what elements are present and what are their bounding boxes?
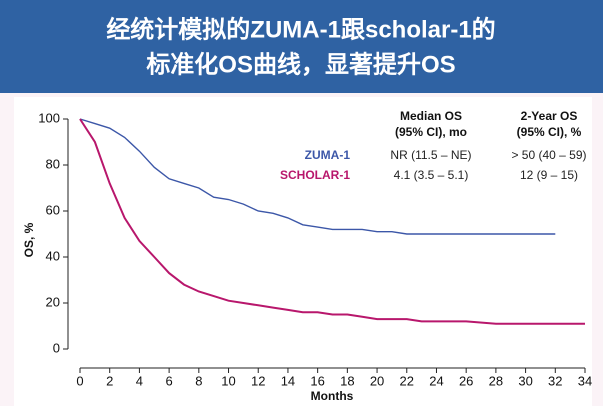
survival-curve <box>79 118 585 325</box>
table-header: (95% CI), % <box>517 125 582 139</box>
x-tick-label: 18 <box>340 373 354 388</box>
table-header: 2-Year OS <box>521 109 578 123</box>
legend-label: SCHOLAR-1 <box>280 168 350 182</box>
plot-panel <box>14 97 592 406</box>
table-cell: > 50 (40 – 59) <box>511 148 586 162</box>
table-cell: 4.1 (3.5 – 5.1) <box>394 168 469 182</box>
x-tick-label: 32 <box>548 373 562 388</box>
x-tick-label: 4 <box>136 373 143 388</box>
x-tick-label: 24 <box>429 373 443 388</box>
table-header: (95% CI), mo <box>395 125 467 139</box>
table-header: Median OS <box>400 109 462 123</box>
y-tick-label: 80 <box>46 156 60 171</box>
x-tick-label: 34 <box>578 373 592 388</box>
title-banner <box>0 0 603 93</box>
x-tick-label: 26 <box>459 373 473 388</box>
chart-title: 标准化OS曲线，显著提升OS <box>146 50 455 78</box>
table-cell: 12 (9 – 15) <box>520 168 578 182</box>
x-tick-label: 12 <box>251 373 265 388</box>
x-tick-label: 30 <box>518 373 532 388</box>
x-tick-label: 14 <box>281 373 295 388</box>
x-tick-label: 8 <box>195 373 202 388</box>
survival-curve <box>79 118 556 235</box>
x-tick-label: 6 <box>166 373 173 388</box>
legend-label: ZUMA-1 <box>305 148 351 162</box>
chart-title: 经统计模拟的ZUMA-1跟scholar-1的 <box>106 15 495 43</box>
x-axis-label: Months <box>311 389 354 403</box>
x-tick-label: 10 <box>221 373 235 388</box>
x-tick-label: 22 <box>400 373 414 388</box>
x-tick-label: 28 <box>489 373 503 388</box>
y-tick-label: 100 <box>38 110 60 125</box>
x-tick-label: 0 <box>76 373 83 388</box>
table-cell: NR (11.5 – NE) <box>390 148 471 162</box>
y-axis-label: OS, % <box>22 222 36 257</box>
x-tick-label: 16 <box>310 373 324 388</box>
y-tick-label: 60 <box>46 202 60 217</box>
y-tick-label: 40 <box>46 248 60 263</box>
y-tick-label: 0 <box>53 340 60 355</box>
y-tick-label: 20 <box>46 294 60 309</box>
x-tick-label: 20 <box>370 373 384 388</box>
x-tick-label: 2 <box>106 373 113 388</box>
